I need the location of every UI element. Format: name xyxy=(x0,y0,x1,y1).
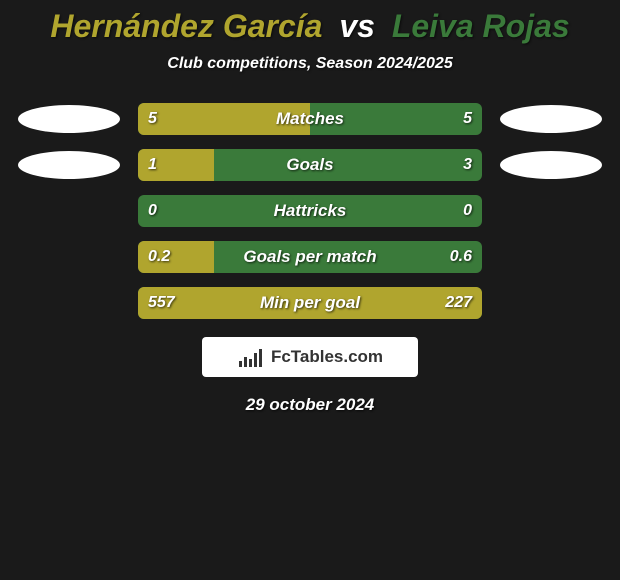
stat-row: 0.2 Goals per match 0.6 xyxy=(0,241,620,273)
stat-row: 5 Matches 5 xyxy=(0,103,620,135)
stat-label: Goals xyxy=(286,155,333,175)
player2-oval xyxy=(500,105,602,133)
subtitle: Club competitions, Season 2024/2025 xyxy=(0,55,620,73)
fctables-logo: FcTables.com xyxy=(202,337,418,377)
stat-row: 0 Hattricks 0 xyxy=(0,195,620,227)
stat-label: Min per goal xyxy=(260,293,360,313)
stat-bar: 0 Hattricks 0 xyxy=(138,195,482,227)
stat-bar: 0.2 Goals per match 0.6 xyxy=(138,241,482,273)
player1-name: Hernández García xyxy=(50,8,322,44)
stat-row: 557 Min per goal 227 xyxy=(0,287,620,319)
stat-label: Matches xyxy=(276,109,344,129)
logo-text: FcTables.com xyxy=(271,347,383,367)
stat-right-value: 3 xyxy=(463,156,472,174)
stat-bar: 5 Matches 5 xyxy=(138,103,482,135)
stat-bar: 1 Goals 3 xyxy=(138,149,482,181)
stat-left-value: 557 xyxy=(148,294,175,312)
stat-label: Hattricks xyxy=(274,201,347,221)
comparison-title: Hernández García vs Leiva Rojas xyxy=(0,0,620,45)
stat-right-value: 227 xyxy=(445,294,472,312)
stats-rows: 5 Matches 5 1 Goals 3 0 Hattricks 0 0.2 Goals per … xyxy=(0,103,620,319)
stat-left-value: 0 xyxy=(148,202,157,220)
bar-chart-icon xyxy=(237,347,265,367)
stat-label: Goals per match xyxy=(243,247,376,267)
vs-text: vs xyxy=(339,8,375,44)
stat-bar: 557 Min per goal 227 xyxy=(138,287,482,319)
stat-right-value: 0.6 xyxy=(450,248,472,266)
stat-left-value: 5 xyxy=(148,110,157,128)
date-text: 29 october 2024 xyxy=(0,395,620,415)
stat-right-value: 5 xyxy=(463,110,472,128)
player1-oval xyxy=(18,105,120,133)
stat-row: 1 Goals 3 xyxy=(0,149,620,181)
stat-right-value: 0 xyxy=(463,202,472,220)
stat-left-value: 1 xyxy=(148,156,157,174)
player2-oval xyxy=(500,151,602,179)
player1-oval xyxy=(18,151,120,179)
player2-name: Leiva Rojas xyxy=(392,8,570,44)
stat-left-value: 0.2 xyxy=(148,248,170,266)
